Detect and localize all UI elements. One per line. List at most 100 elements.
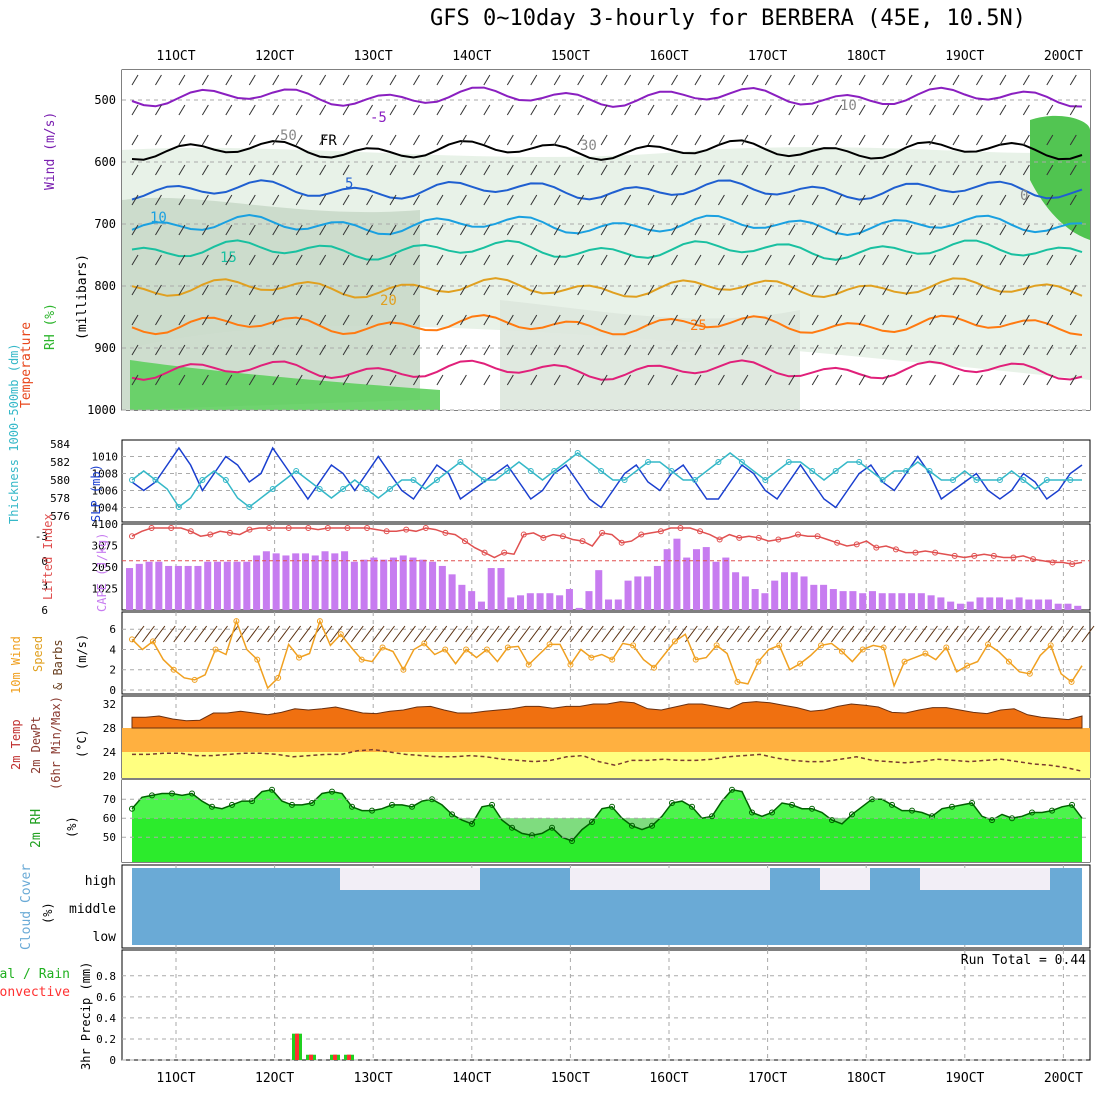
wind-barb xyxy=(741,374,749,386)
wind-barb xyxy=(506,104,514,116)
cape-bar xyxy=(429,561,437,610)
wind-barb xyxy=(717,254,725,266)
wind-barb xyxy=(764,224,772,236)
surface-wind-barb xyxy=(235,625,249,643)
cloud-level-label: low xyxy=(93,930,117,945)
cape-bar xyxy=(135,563,143,610)
wind-barb xyxy=(389,194,397,206)
wind-barb xyxy=(976,284,983,296)
wind-barb xyxy=(131,314,139,326)
surface-wind-barb xyxy=(945,625,959,643)
wind-barb xyxy=(577,104,585,116)
wind-barb xyxy=(483,314,491,326)
rh-line-point xyxy=(829,817,835,824)
slp-line xyxy=(131,446,1083,509)
wind-barb xyxy=(436,104,444,116)
wind-barb xyxy=(342,164,350,176)
wind-barb xyxy=(413,74,420,86)
wind-barb xyxy=(413,134,420,146)
wind-barb xyxy=(577,314,585,326)
thickness-line-point xyxy=(903,468,910,474)
wind-barb xyxy=(1069,344,1077,356)
surface-wind-barb xyxy=(361,625,375,643)
cape-tick: 1025 xyxy=(92,583,119,596)
lifted-index-line-point xyxy=(716,536,723,543)
cape-bar xyxy=(233,561,241,610)
wind-barb xyxy=(366,164,373,176)
wind-barb xyxy=(319,374,327,386)
rh-line-point xyxy=(849,811,855,818)
wind-barb xyxy=(178,224,186,236)
convective-bar xyxy=(333,1054,337,1060)
cape-bar xyxy=(556,595,564,610)
lifted-index-line-point xyxy=(599,529,606,536)
wind-barb xyxy=(483,344,491,356)
wind-barb xyxy=(905,284,913,296)
wind-barb xyxy=(201,164,209,176)
cape-bar xyxy=(409,557,417,610)
thickness-line-point xyxy=(785,459,792,465)
thickness-tick: 576 xyxy=(50,510,70,523)
temp2m-axis-label: 2m Temp xyxy=(9,719,23,770)
pressure-tick: 1000 xyxy=(87,403,116,417)
wind-barb xyxy=(835,344,843,356)
wind-barb xyxy=(366,314,373,326)
wind-barb xyxy=(319,224,327,236)
thickness-line-point xyxy=(129,477,135,483)
date-tick-bottom: 13OCT xyxy=(354,1071,393,1086)
wind-barb xyxy=(389,164,397,176)
wind-barb xyxy=(764,374,772,386)
wind-barb xyxy=(155,164,162,176)
lifted-index-line-point xyxy=(383,528,390,535)
rh-line-point xyxy=(149,792,155,799)
surface-wind-barb xyxy=(476,625,489,643)
lifted-index-line-point xyxy=(853,541,860,548)
dewpoint-line xyxy=(132,748,1083,772)
date-tick-top: 12OCT xyxy=(255,49,294,64)
date-tick-bottom: 12OCT xyxy=(255,1071,294,1086)
wind-barb xyxy=(366,134,373,146)
wind-barb xyxy=(811,254,819,266)
wind-barb xyxy=(929,164,936,176)
wind-barb xyxy=(483,194,491,206)
wind-barb xyxy=(530,134,538,146)
surface-wind-barb xyxy=(716,625,730,643)
surface-wind-barb xyxy=(1071,625,1084,643)
cape-bar xyxy=(644,576,652,610)
wind-barb xyxy=(999,284,1007,296)
wind-barb xyxy=(764,314,772,326)
lifted-index-line-point xyxy=(226,529,233,536)
wind-barb xyxy=(155,284,162,296)
wind-speed-line-point xyxy=(170,666,177,673)
cloud-clear-gap-3 xyxy=(920,868,1050,890)
wind-barb xyxy=(882,284,890,296)
lifted-index-line-point xyxy=(794,531,801,538)
surface-wind-barb xyxy=(256,625,270,643)
lifted-index-line-point xyxy=(932,549,939,556)
cape-bar xyxy=(575,607,583,610)
wind-barb xyxy=(389,374,397,386)
cape-bar xyxy=(634,576,642,610)
contour-label: 25 xyxy=(690,318,707,334)
wind-speed-line-point xyxy=(734,678,741,685)
cape-bar xyxy=(1044,599,1052,610)
wind-barb xyxy=(882,104,890,116)
wind-barb xyxy=(225,344,233,356)
rh-line-point xyxy=(589,819,595,825)
wind-barb xyxy=(1046,284,1054,296)
rh-line-point xyxy=(889,801,895,808)
cape-bar xyxy=(790,572,798,610)
cape-bar xyxy=(458,584,466,610)
surface-wind-barb xyxy=(434,625,448,643)
cape-bar xyxy=(595,570,603,610)
wind-speed-line-point xyxy=(1068,678,1075,685)
chart-title: GFS 0~10day 3-hourly for BERBERA (45E, 1… xyxy=(430,6,1027,31)
isotherm-line-6 xyxy=(131,314,1083,336)
cape-bar xyxy=(1054,603,1062,610)
thickness-tick: 580 xyxy=(50,474,70,487)
wind-barb xyxy=(459,134,467,146)
wind-tick: 2 xyxy=(109,664,116,677)
wind-barb xyxy=(717,134,725,146)
wind-barb xyxy=(178,164,186,176)
cape-bar xyxy=(585,591,593,610)
